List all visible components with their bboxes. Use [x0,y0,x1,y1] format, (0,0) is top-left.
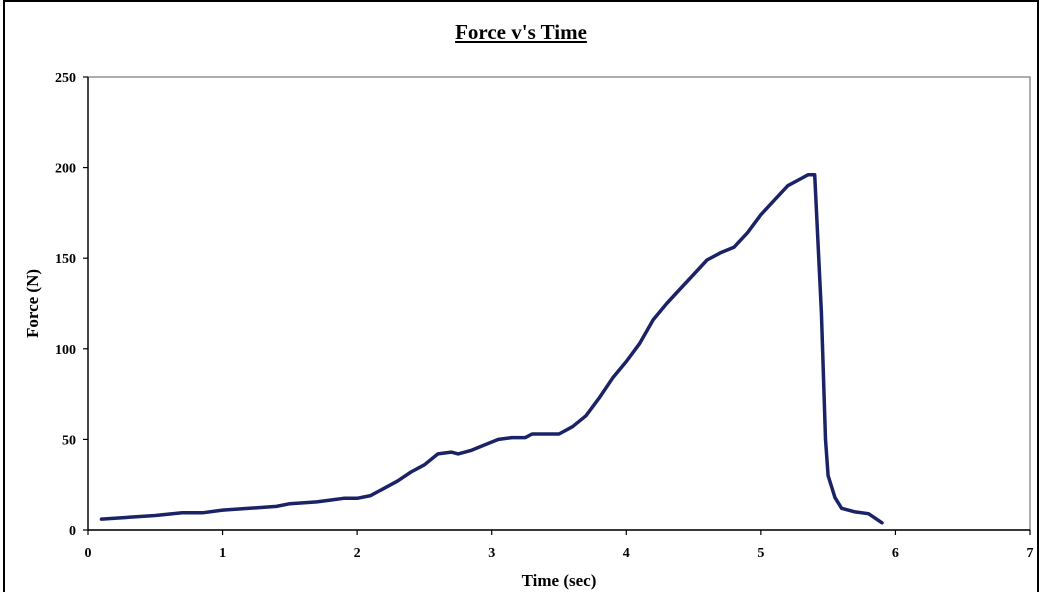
plot-area [87,76,1031,531]
x-tick-label: 3 [488,546,495,561]
y-tick-label: 250 [55,71,76,86]
x-tick-label: 1 [219,546,226,561]
y-tick-label: 200 [55,162,76,177]
x-tick-label: 5 [757,546,764,561]
x-tick-label: 4 [623,546,630,561]
y-tick-label: 0 [69,524,76,539]
y-tick-label: 50 [62,433,76,448]
x-tick-label: 0 [85,546,92,561]
x-tick-label: 2 [354,546,361,561]
x-axis-title: Time (sec) [522,571,597,590]
y-tick-label: 150 [55,252,76,267]
force-series-line [99,173,884,525]
x-tick-label: 6 [892,546,899,561]
y-tick-label: 100 [55,343,76,358]
chart-frame [3,0,1039,592]
y-axis-title: Force (N) [23,269,42,338]
x-tick-label: 7 [1027,546,1034,561]
chart-title: Force v's Time [455,20,587,44]
